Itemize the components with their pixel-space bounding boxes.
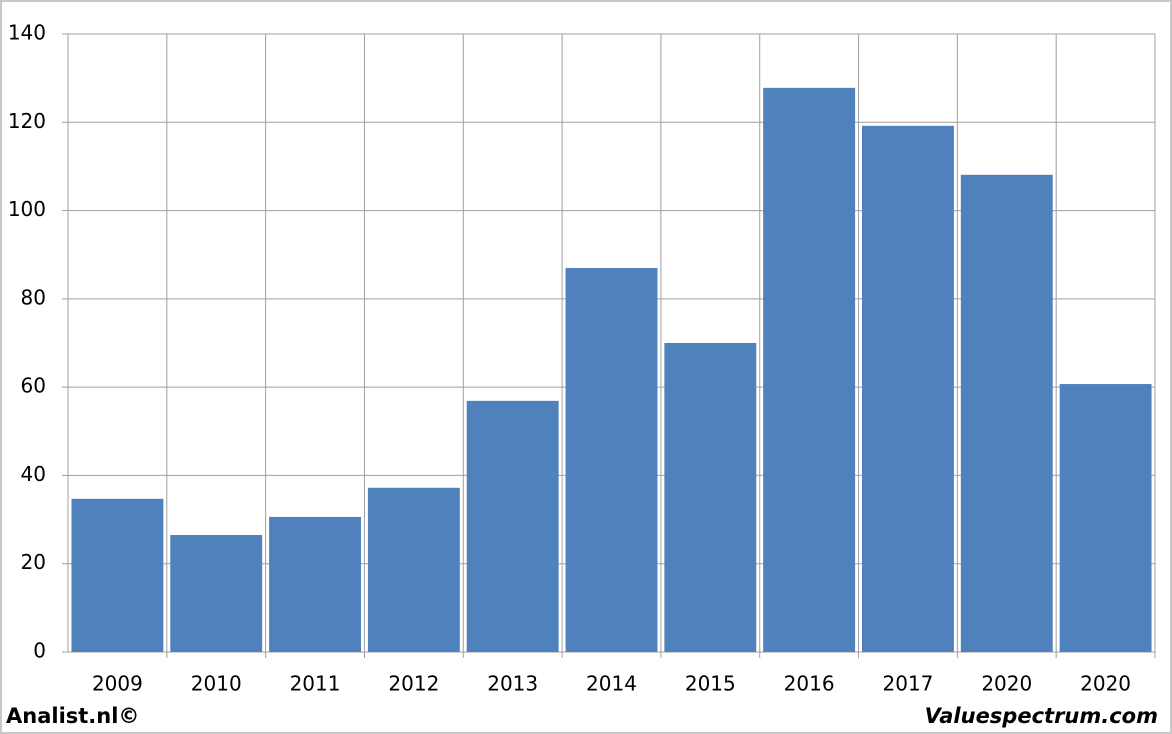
y-tick-label: 60 — [21, 374, 46, 398]
bar — [71, 498, 164, 652]
x-tick-label: 2014 — [586, 672, 637, 696]
bar — [367, 487, 460, 652]
y-tick-label: 100 — [8, 197, 46, 221]
y-tick-label: 120 — [8, 109, 46, 133]
x-tick-label: 2011 — [290, 672, 341, 696]
bar — [960, 174, 1053, 652]
bar — [664, 343, 757, 652]
bar — [763, 87, 856, 652]
bar — [565, 267, 658, 652]
footer-right: Valuespectrum.com — [925, 704, 1158, 728]
bar — [170, 535, 263, 652]
x-tick-label: 2015 — [685, 672, 736, 696]
footer-left: Analist.nl© — [6, 704, 139, 728]
y-tick-label: 80 — [21, 285, 46, 309]
x-tick-label: 2012 — [388, 672, 439, 696]
bar — [269, 516, 361, 652]
y-tick-label: 0 — [33, 639, 46, 663]
x-tick-label: 2017 — [883, 672, 934, 696]
x-tick-label: 2020 — [1080, 672, 1131, 696]
x-tick-label: 2009 — [92, 672, 143, 696]
y-tick-label: 20 — [21, 550, 46, 574]
x-tick-label: 2010 — [191, 672, 242, 696]
bar — [862, 125, 954, 653]
x-tick-label: 2013 — [487, 672, 538, 696]
y-tick-label: 40 — [21, 462, 46, 486]
x-tick-label: 2016 — [784, 672, 835, 696]
bar — [466, 400, 559, 652]
x-tick-label: 2020 — [981, 672, 1032, 696]
y-tick-label: 140 — [8, 21, 46, 45]
bar — [1059, 384, 1152, 652]
